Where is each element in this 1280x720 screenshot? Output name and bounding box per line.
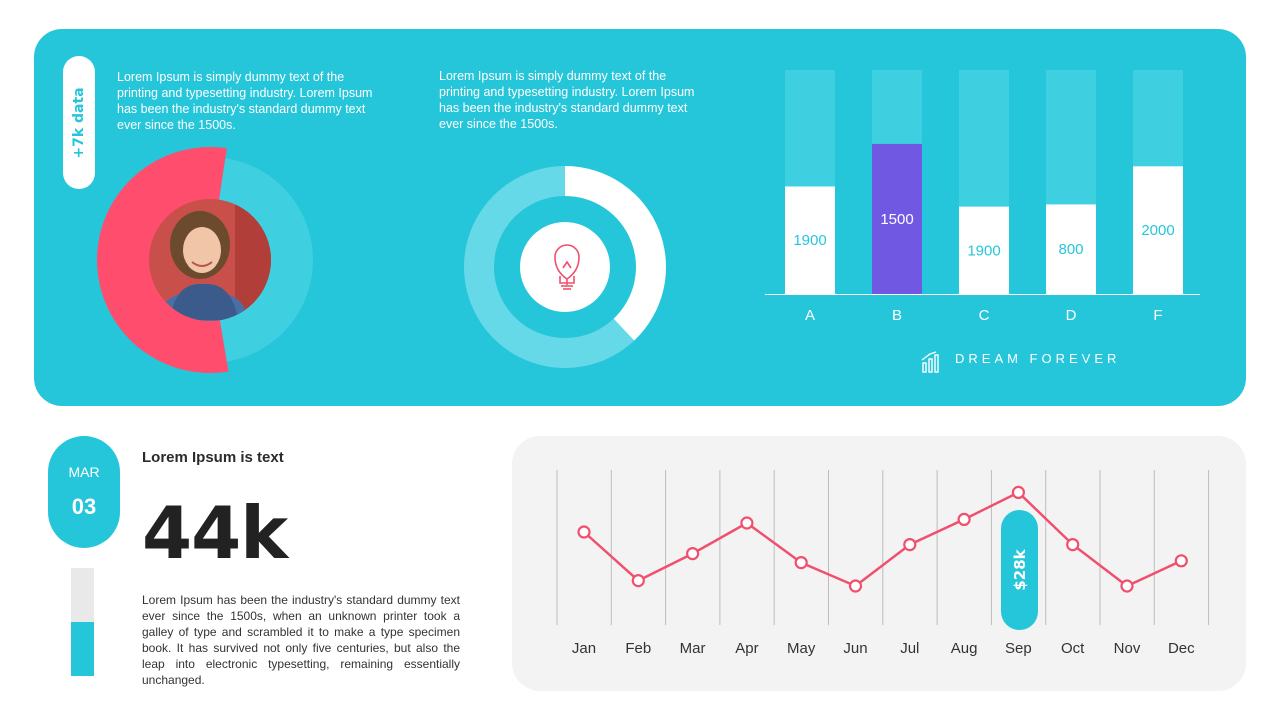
line-tick-Feb: Feb: [625, 640, 651, 657]
bar-chart: 1900 A 1500 B 1900 C 800 D 2000 F: [765, 70, 1200, 324]
bar-A: [785, 186, 835, 294]
line-point-Sep: [1011, 485, 1026, 499]
chart-growth-icon: [921, 351, 939, 373]
pie-chart-2: [464, 166, 666, 368]
line-tick-Aug: Aug: [951, 640, 978, 657]
line-point-Mar: [685, 546, 700, 561]
brand: DREAM FOREVER: [921, 351, 1120, 366]
bar-tick-B: B: [892, 307, 902, 324]
line-point-Apr: [740, 516, 754, 530]
line-point-Aug: [957, 512, 971, 527]
pie2-slice-1: [464, 166, 635, 368]
date-month: MAR: [68, 464, 100, 480]
line-tick-Sep: Sep: [1005, 640, 1032, 657]
line-tick-Jun: Jun: [843, 640, 867, 657]
progress-bar: [71, 568, 94, 676]
avatar: [149, 199, 271, 321]
line-tick-Nov: Nov: [1114, 640, 1141, 657]
bar-F: [1133, 166, 1183, 294]
line-point-Jul: [903, 537, 917, 552]
pie2-center: [520, 222, 610, 312]
bar-B: [872, 143, 922, 294]
line-point-Dec: [1174, 554, 1188, 568]
stat-description: Lorem Ipsum has been the industry's stan…: [142, 593, 460, 687]
line-tick-May: May: [787, 640, 816, 657]
line-point-May: [794, 555, 808, 570]
bar-tick-A: A: [805, 307, 815, 324]
line-point-Jun: [848, 579, 863, 593]
bar-label-A: 1900: [793, 232, 826, 249]
line-tick-Oct: Oct: [1061, 640, 1085, 657]
bar-label-F: 2000: [1141, 222, 1174, 239]
line-tick-Dec: Dec: [1168, 640, 1195, 657]
stat-title: Lorem Ipsum is text: [142, 449, 284, 466]
description-1: Lorem Ipsum is simply dummy text of the …: [117, 70, 373, 132]
date-badge: MAR 03: [48, 436, 120, 548]
bar-label-C: 1900: [967, 242, 1000, 259]
date-day: 03: [71, 494, 97, 519]
line-tick-Jul: Jul: [900, 640, 919, 657]
bar-tick-C: C: [979, 307, 990, 324]
line-point-Jan: [577, 525, 591, 539]
bar-label-D: 800: [1058, 241, 1083, 258]
bar-tick-D: D: [1066, 307, 1077, 324]
bar-label-B: 1500: [880, 211, 913, 228]
line-chart-panel: [512, 436, 1246, 691]
data-tag: +7k data: [63, 56, 95, 189]
line-point-Feb: [631, 573, 645, 588]
bar-tick-F: F: [1153, 307, 1162, 324]
line-badge: $28k: [1001, 510, 1038, 630]
line-point-Nov: [1120, 579, 1134, 593]
progress-fill: [71, 622, 94, 676]
line-series: [583, 490, 1182, 588]
pie2-slice-0: [565, 166, 666, 341]
line-point-Oct: [1066, 537, 1080, 552]
bar-D: [1046, 204, 1096, 294]
line-tick-Jan: Jan: [572, 640, 596, 657]
description-2: Lorem Ipsum is simply dummy text of the …: [439, 69, 695, 131]
brand-text: DREAM FOREVER: [955, 351, 1121, 366]
line-tick-Mar: Mar: [680, 640, 706, 657]
lightbulb-icon: [554, 244, 580, 290]
bar-C: [959, 206, 1009, 294]
stat-value: 44k: [142, 491, 288, 575]
pie1-slice-0: [96, 147, 229, 374]
line-tick-Apr: Apr: [735, 640, 758, 657]
